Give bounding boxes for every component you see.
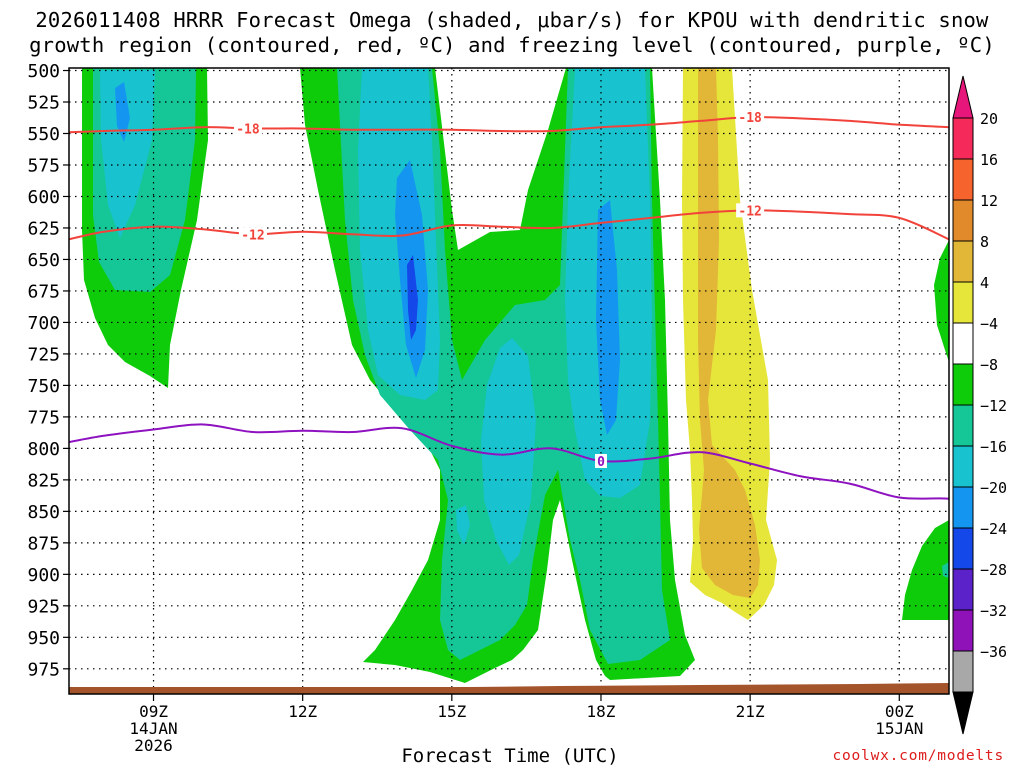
contour-line-red xyxy=(69,209,949,241)
colorbar-label: 4 xyxy=(980,274,989,292)
colorbar-swatch xyxy=(952,486,974,529)
colorbar-swatch xyxy=(952,650,974,693)
y-tick-label: 925 xyxy=(27,596,60,617)
y-tick-label: 575 xyxy=(27,155,60,176)
omega-region-green-right-upper xyxy=(934,240,949,362)
x-tick-label: 18Z xyxy=(587,702,616,721)
y-tick-label: 550 xyxy=(27,124,60,145)
omega-region-teal-right-lower xyxy=(942,562,949,578)
omega-shading xyxy=(82,68,949,683)
x-tick-label: 14JAN xyxy=(129,719,177,738)
colorbar-label: 20 xyxy=(980,110,998,128)
y-tick-label: 625 xyxy=(27,218,60,239)
colorbar-swatch xyxy=(952,158,974,201)
omega-region-cyan-center2 xyxy=(481,338,536,565)
y-tick-label: 675 xyxy=(27,281,60,302)
contour-label: -12 xyxy=(241,228,264,243)
colorbar-label: 16 xyxy=(980,151,998,169)
plot-frame xyxy=(68,67,950,695)
colorbar-top-arrow xyxy=(952,75,974,119)
colorbar-swatch xyxy=(952,240,974,283)
contour-label: -18 xyxy=(236,122,260,137)
x-tick-label: 21Z xyxy=(736,702,765,721)
y-tick-label: 950 xyxy=(27,628,60,649)
x-tick-label: 15JAN xyxy=(875,719,923,738)
colorbar-label: −24 xyxy=(980,520,1007,538)
colorbar: 20 16 12 8 4 −4 −8 −12 −16 −20 −24 −28 −32 −36 xyxy=(952,75,1007,735)
colorbar-swatch xyxy=(952,609,974,652)
chart-title-line2: growth region (contoured, red, ºC) and f… xyxy=(29,33,995,57)
omega-region-gold xyxy=(698,68,760,598)
colorbar-swatch xyxy=(952,404,974,447)
y-axis: 500 525 550 575 600 625 650 675 700 725 750 775 800 8… xyxy=(27,61,69,680)
colorbar-swatch xyxy=(952,568,974,611)
colorbar-swatch xyxy=(952,445,974,488)
contour-label-bg xyxy=(736,203,765,218)
x-axis-title: Forecast Time (UTC) xyxy=(401,745,619,767)
omega-region-blue-center xyxy=(407,255,418,340)
omega-region-cyan-small xyxy=(456,505,470,545)
x-tick-label: 00Z xyxy=(885,702,914,721)
colorbar-swatch xyxy=(952,117,974,160)
colorbar-label: 8 xyxy=(980,233,989,251)
omega-region-lightblue-left xyxy=(115,82,130,142)
contour-label: -18 xyxy=(738,111,762,126)
contour-label-bg xyxy=(594,453,607,468)
colorbar-label: −28 xyxy=(980,561,1007,579)
colorbar-label: −4 xyxy=(980,315,998,333)
colorbar-swatch xyxy=(952,199,974,242)
omega-region-lightblue-center2 xyxy=(596,200,620,435)
ground-strip xyxy=(69,683,949,694)
colorbar-swatch xyxy=(952,281,974,324)
x-tick-label: 12Z xyxy=(288,702,317,721)
grid xyxy=(69,68,949,694)
y-tick-label: 975 xyxy=(27,659,60,680)
colorbar-label: 12 xyxy=(980,192,998,210)
y-tick-label: 875 xyxy=(27,533,60,554)
y-tick-label: 850 xyxy=(27,502,60,523)
chart-title: 2026011408 HRRR Forecast Omega (shaded, … xyxy=(0,8,1024,58)
credit-text: coolwx.com/modelts xyxy=(832,748,1004,764)
colorbar-label: −16 xyxy=(980,438,1007,456)
contour-label-bg xyxy=(238,227,267,242)
colorbar-label: −20 xyxy=(980,479,1007,497)
colorbar-label: −36 xyxy=(980,643,1007,661)
y-tick-label: 900 xyxy=(27,565,60,586)
omega-region-green-right-lower xyxy=(902,520,949,620)
y-tick-label: 700 xyxy=(27,313,60,334)
x-tick-label: 09Z xyxy=(139,702,168,721)
x-tick-label: 15Z xyxy=(437,702,466,721)
y-tick-label: 500 xyxy=(27,61,60,82)
y-tick-label: 775 xyxy=(27,407,60,428)
temperature-contours: -18 -18 -12 -12 0 xyxy=(69,110,949,500)
contour-line-purple xyxy=(69,423,949,500)
contour-label: 0 xyxy=(597,455,605,470)
contour-label: -12 xyxy=(738,204,761,219)
y-tick-label: 725 xyxy=(27,344,60,365)
y-tick-label: 800 xyxy=(27,439,60,460)
omega-region-cyan-left xyxy=(100,70,155,238)
contour-label-bg xyxy=(736,110,765,125)
y-tick-label: 600 xyxy=(27,187,60,208)
y-tick-label: 750 xyxy=(27,376,60,397)
contour-line-red xyxy=(69,116,949,134)
colorbar-swatch xyxy=(952,527,974,570)
colorbar-label: −32 xyxy=(980,602,1007,620)
chart-title-line1: 2026011408 HRRR Forecast Omega (shaded, … xyxy=(35,8,989,32)
y-tick-label: 650 xyxy=(27,250,60,271)
y-tick-label: 525 xyxy=(27,93,60,114)
colorbar-swatch xyxy=(952,363,974,406)
colorbar-label: −8 xyxy=(980,356,998,374)
x-tick-label: 2026 xyxy=(134,736,173,755)
colorbar-bottom-arrow xyxy=(952,691,974,735)
y-tick-label: 825 xyxy=(27,470,60,491)
contour-label-bg xyxy=(233,121,262,136)
colorbar-label: −12 xyxy=(980,397,1007,415)
colorbar-swatch xyxy=(952,322,974,365)
